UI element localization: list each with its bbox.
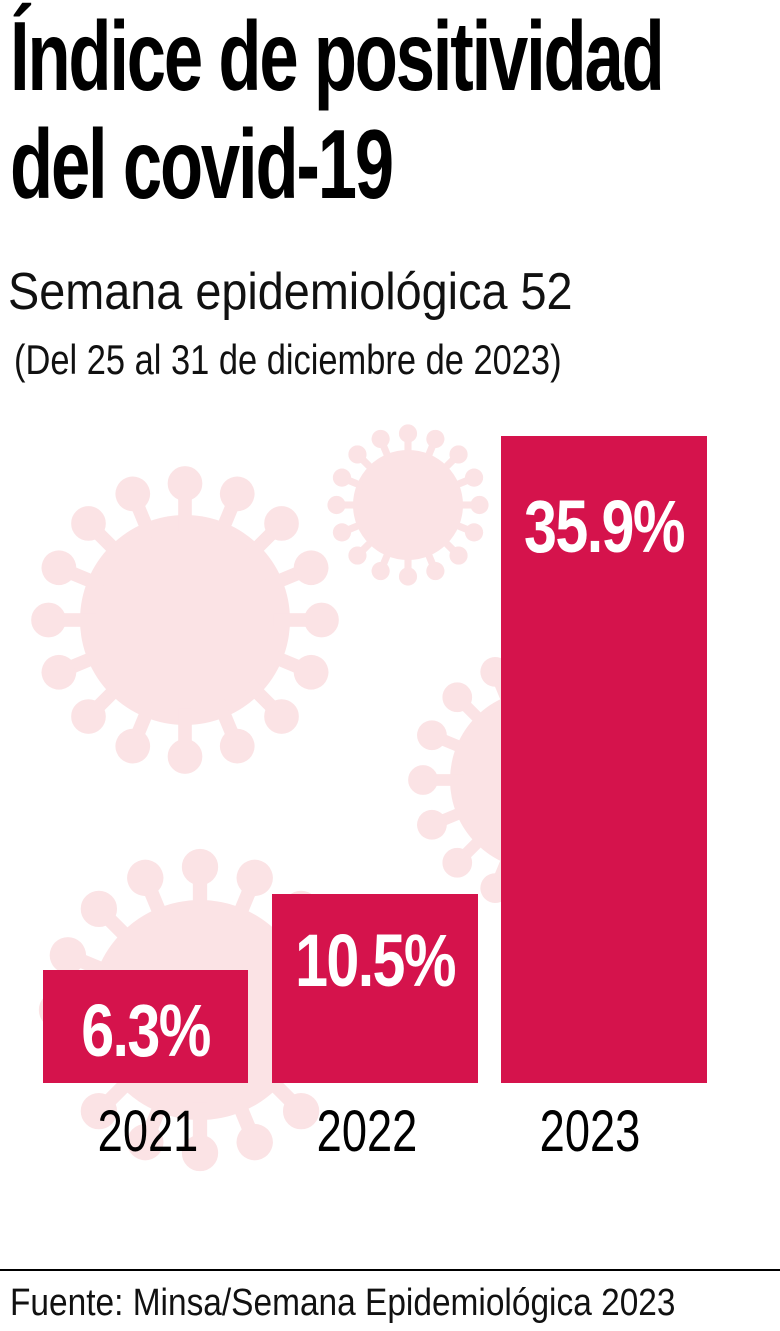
bar-value-label: 10.5% xyxy=(295,919,456,1002)
bar-2023: 35.9% xyxy=(501,436,707,1083)
year-label-2023: 2023 xyxy=(539,1099,641,1164)
title-line-1: Índice de positividad xyxy=(10,1,665,111)
bar-2021: 6.3% xyxy=(43,970,248,1083)
footer-divider xyxy=(0,1269,780,1271)
bar-2022: 10.5% xyxy=(272,894,478,1083)
year-label-2021: 2021 xyxy=(97,1099,199,1164)
year-label-2022: 2022 xyxy=(316,1099,418,1164)
source-note: Fuente: Minsa/Semana Epidemiológica 2023 xyxy=(10,1282,676,1324)
chart-subtitle: Semana epidemiológica 52 xyxy=(8,263,573,321)
bar-value-label: 6.3% xyxy=(81,989,211,1072)
bar-value-label: 35.9% xyxy=(524,485,685,568)
date-range: (Del 25 al 31 de diciembre de 2023) xyxy=(14,336,562,383)
chart-title: Índice de positividad del covid-19 xyxy=(10,1,665,219)
title-line-2: del covid-19 xyxy=(10,109,394,219)
